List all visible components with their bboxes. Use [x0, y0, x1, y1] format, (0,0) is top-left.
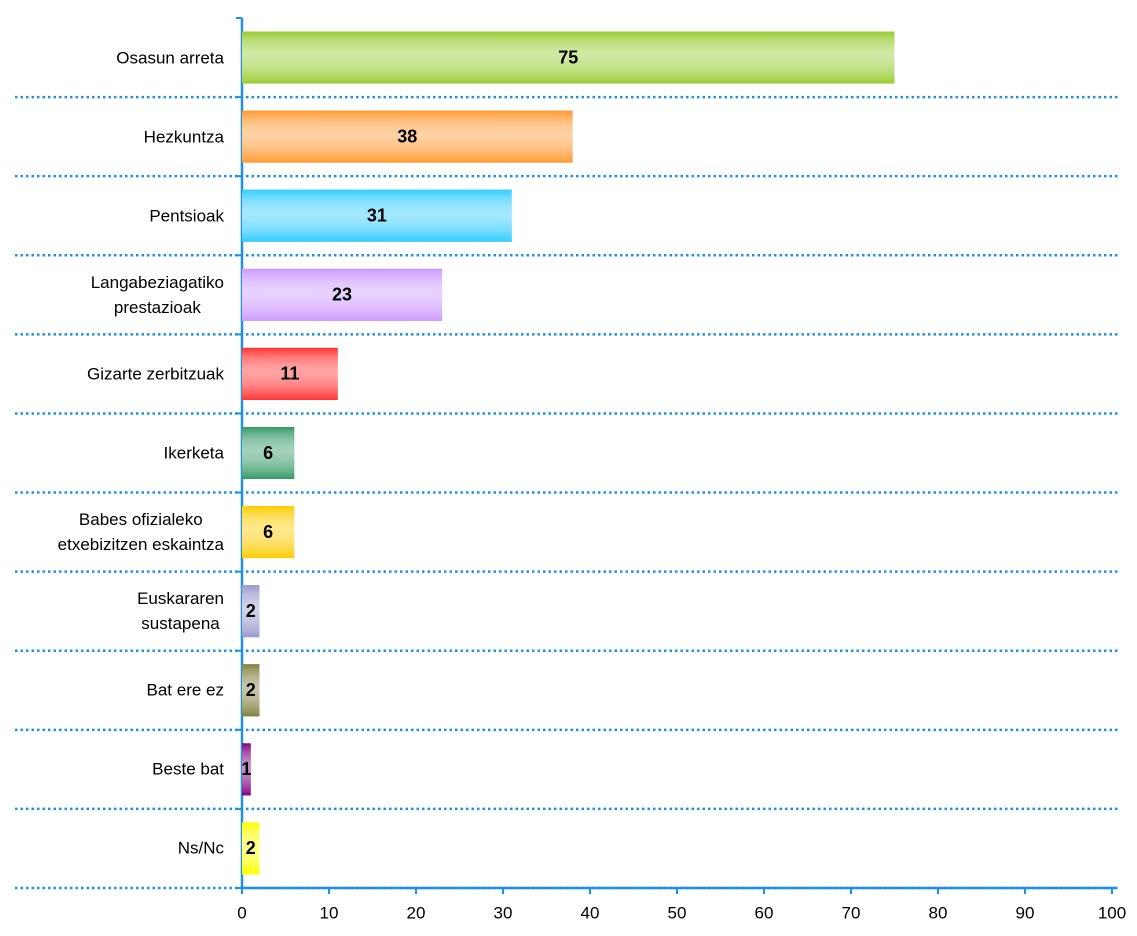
- x-tick-label: 90: [1016, 903, 1035, 922]
- bar: [242, 268, 443, 321]
- category-label: Euskararen sustapena: [137, 589, 224, 634]
- category-label: Pentsioak: [149, 206, 224, 226]
- value-label: 11: [280, 364, 299, 384]
- x-tick-label: 100: [1098, 903, 1126, 922]
- x-tick-label: 60: [755, 903, 774, 922]
- x-tick-label: 40: [581, 903, 600, 922]
- bar: [242, 743, 251, 796]
- value-label: 2: [246, 838, 256, 858]
- category-label: Ikerketa: [163, 443, 224, 463]
- bar: [242, 664, 260, 717]
- value-label: 38: [397, 126, 417, 146]
- bar: [242, 31, 895, 84]
- value-label: 23: [332, 285, 352, 305]
- bar: [242, 822, 260, 875]
- x-tick-label: 20: [407, 903, 426, 922]
- value-label: 1: [241, 759, 251, 779]
- category-label: Gizarte zerbitzuak: [87, 364, 224, 384]
- value-label: 2: [246, 601, 256, 621]
- category-label: Beste bat: [152, 759, 224, 779]
- category-label: Ns/Nc: [177, 838, 224, 858]
- category-label: Langabeziagatiko prestazioak: [90, 272, 224, 317]
- x-tick-label: 50: [668, 903, 687, 922]
- value-label: 31: [367, 205, 387, 225]
- category-label: Hezkuntza: [143, 127, 224, 147]
- value-label: 2: [246, 680, 256, 700]
- category-label: Osasun arreta: [116, 48, 224, 68]
- x-tick-label: 70: [842, 903, 861, 922]
- category-label: Bat ere ez: [146, 680, 225, 700]
- value-label: 6: [263, 443, 273, 463]
- bar: [242, 427, 295, 479]
- x-tick-label: 80: [929, 903, 948, 922]
- x-tick-label: 10: [320, 903, 339, 922]
- x-tick-label: 30: [494, 903, 513, 922]
- bar: [242, 347, 338, 400]
- category-label: Babes ofizialeko etxebizitzen eskaintza: [57, 510, 224, 555]
- x-tick-label: 0: [237, 903, 246, 922]
- bar: [242, 110, 573, 163]
- bar: [242, 506, 295, 559]
- value-label: 6: [263, 522, 273, 542]
- value-label: 75: [558, 47, 578, 67]
- bar: [242, 189, 512, 242]
- bar: [242, 585, 260, 638]
